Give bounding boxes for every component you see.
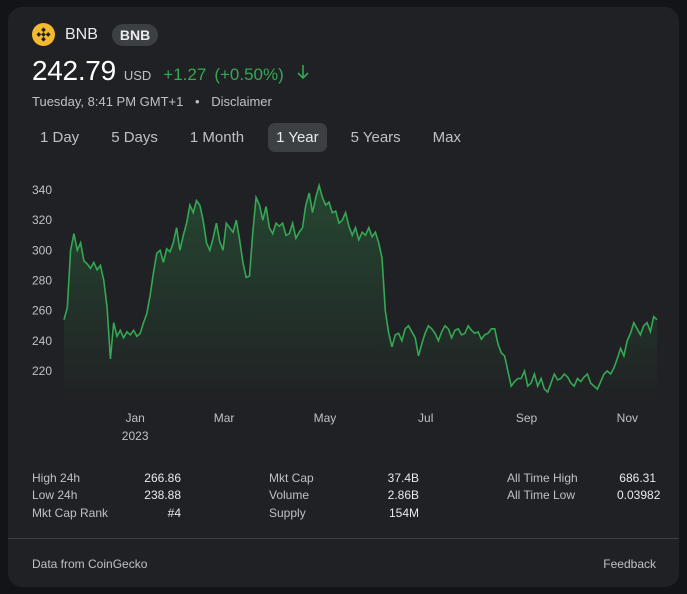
y-tick-label: 300 (32, 243, 52, 257)
x-tick-label: Sep (516, 411, 538, 425)
y-tick-label: 240 (32, 334, 52, 348)
chart-area-fill (64, 185, 657, 402)
tab-5-years[interactable]: 5 Years (350, 129, 401, 146)
y-tick-label: 280 (32, 274, 52, 288)
bnb-logo-icon (32, 23, 55, 46)
y-tick-label: 260 (32, 304, 52, 318)
data-source: Data from CoinGecko (32, 557, 148, 571)
stat-value-high-24h: 266.86 (144, 470, 181, 485)
tab-1-day[interactable]: 1 Day (40, 129, 80, 146)
x-tick-year-label: 2023 (122, 429, 149, 443)
stat-label-volume: Volume (269, 488, 310, 503)
stat-value-all-time-low: 0.03982 (617, 488, 661, 503)
price-meta: Tuesday, 8:41 PM GMT+1 • Disclaimer (32, 94, 272, 109)
ticker-badge: BNB (111, 23, 159, 46)
x-tick-label: Mar (214, 411, 235, 425)
tab-5-days[interactable]: 5 Days (111, 129, 158, 146)
stock-card: BNB BNB 242.79 USD +1.27 (+0.50%) Tuesda… (8, 7, 679, 587)
stat-value-volume: 2.86B (387, 488, 419, 503)
tab-1-month[interactable]: 1 Month (189, 129, 245, 146)
stat-value-mkt-cap-rank: #4 (167, 505, 181, 520)
current-price: 242.79 (32, 55, 116, 86)
stat-label-mkt-cap: Mkt Cap (269, 470, 314, 485)
arrow-down-icon (297, 65, 309, 80)
x-tick-label: May (314, 411, 337, 425)
x-tick-label: Jul (418, 411, 433, 425)
stats-row: Mkt Cap Rank #4 Supply 154M (32, 504, 656, 522)
stat-value-mkt-cap: 37.4B (387, 470, 419, 485)
stats-row: High 24h 266.86 Mkt Cap 37.4B All Time H… (32, 469, 656, 487)
stat-label-low-24h: Low 24h (32, 488, 78, 503)
coin-header: BNB BNB (32, 23, 159, 46)
price-change: +1.27 (163, 65, 207, 84)
x-tick-label: Jan (125, 411, 144, 425)
key-stats: High 24h 266.86 Mkt Cap 37.4B All Time H… (32, 469, 661, 522)
chart-price-line (63, 182, 658, 394)
y-tick-label: 340 (32, 183, 52, 197)
footer-divider (8, 538, 679, 539)
stats-row: Low 24h 238.88 Volume 2.86B All Time Low… (32, 487, 661, 505)
price-row: 242.79 USD +1.27 (+0.50%) (32, 55, 310, 87)
y-tick-label: 320 (32, 213, 52, 227)
feedback-link[interactable]: Feedback (603, 557, 656, 571)
stat-value-supply: 154M (388, 505, 419, 520)
x-tick-label: Nov (617, 411, 638, 425)
y-tick-label: 220 (32, 364, 52, 378)
tab-max[interactable]: Max (432, 129, 462, 146)
stat-value-all-time-high: 686.31 (619, 470, 656, 485)
stat-label-supply: Supply (269, 505, 306, 520)
stat-value-low-24h: 238.88 (144, 488, 181, 503)
meta-separator: • (195, 94, 200, 109)
stat-label-mkt-cap-rank: Mkt Cap Rank (32, 505, 109, 520)
stat-label-all-time-low: All Time Low (507, 488, 576, 503)
coin-name: BNB (65, 25, 98, 43)
currency-label: USD (123, 68, 152, 83)
timestamp: Tuesday, 8:41 PM GMT+1 (32, 94, 184, 109)
tab-1-year[interactable]: 1 Year (268, 123, 327, 152)
price-chart[interactable]: 340 320 300 280 260 240 220 Jan 2023 Mar May Jul Se… (8, 7, 679, 452)
stat-label-all-time-high: All Time High (507, 470, 578, 485)
disclaimer-link[interactable]: Disclaimer (211, 94, 272, 109)
price-change-percent: (+0.50%) (214, 65, 284, 84)
range-tabs: 1 Day 5 Days 1 Month 1 Year 5 Years Max (32, 123, 485, 152)
stat-label-high-24h: High 24h (32, 470, 81, 485)
